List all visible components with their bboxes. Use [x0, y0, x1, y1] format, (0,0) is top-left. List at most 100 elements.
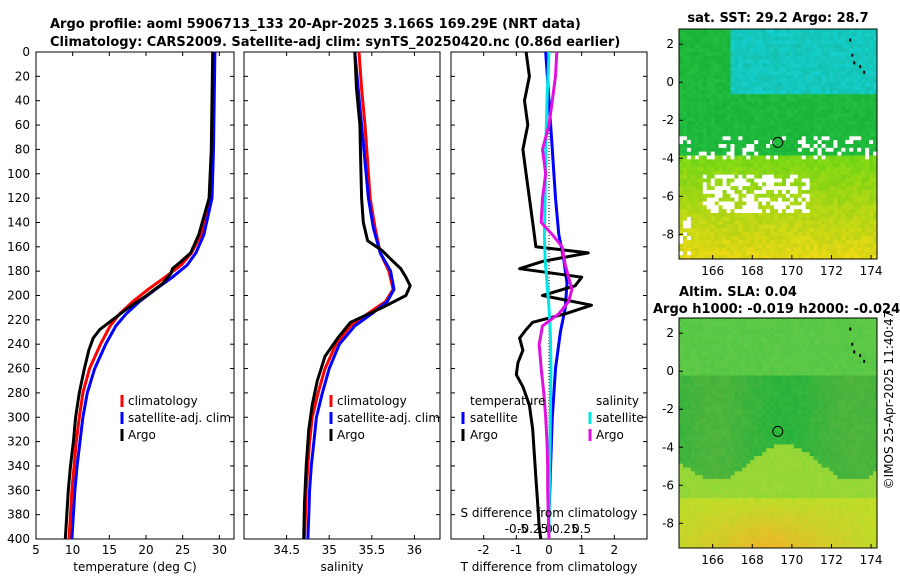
map-cell	[798, 379, 802, 383]
sla-map-subtitle: Argo h1000: -0.019 h2000: -0.024	[653, 302, 900, 317]
map-cell	[679, 437, 683, 441]
map-cell	[786, 136, 790, 140]
map-cell	[691, 171, 695, 175]
map-cell	[719, 429, 723, 433]
map-cell	[822, 171, 826, 175]
map-cell	[837, 391, 841, 395]
map-cell	[699, 44, 703, 48]
map-cell	[818, 194, 822, 198]
map-cell	[695, 44, 699, 48]
map-cell	[762, 228, 766, 232]
map-cell	[841, 441, 845, 445]
map-cell	[810, 140, 814, 144]
map-cell	[826, 159, 830, 163]
map-cell	[734, 117, 738, 121]
map-cell	[699, 232, 703, 236]
map-cell	[762, 345, 766, 349]
map-cell	[833, 186, 837, 190]
map-cell	[833, 87, 837, 91]
map-cell	[798, 395, 802, 399]
map-cell	[715, 333, 719, 337]
map-cell	[758, 322, 762, 326]
map-cell	[742, 133, 746, 137]
map-cell	[679, 364, 683, 368]
map-cell	[778, 117, 782, 121]
map-cell	[770, 140, 774, 144]
map-cell	[810, 79, 814, 83]
map-cell	[703, 60, 707, 64]
map-cell	[742, 387, 746, 391]
map-cell	[711, 83, 715, 87]
map-cell	[826, 121, 830, 125]
map-cell	[778, 190, 782, 194]
map-cell	[841, 175, 845, 179]
map-cell	[687, 106, 691, 110]
map-cell	[750, 402, 754, 406]
map-cell	[695, 217, 699, 221]
map-cell	[802, 433, 806, 437]
map-cell	[853, 437, 857, 441]
map-cell	[829, 136, 833, 140]
map-cell	[837, 163, 841, 167]
map-cell	[691, 159, 695, 163]
map-cell	[786, 33, 790, 37]
map-cell	[695, 64, 699, 68]
map-cell	[754, 110, 758, 114]
map-cell	[857, 83, 861, 87]
map-cell	[691, 121, 695, 125]
map-cell	[711, 179, 715, 183]
map-cell	[750, 152, 754, 156]
map-cell	[691, 129, 695, 133]
map-cell	[810, 117, 814, 121]
map-cell	[814, 87, 818, 91]
map-cell	[774, 29, 778, 33]
map-cell	[829, 117, 833, 121]
map-cell	[691, 209, 695, 213]
map-cell	[845, 345, 849, 349]
map-cell	[829, 379, 833, 383]
map-cell	[770, 349, 774, 353]
map-cell	[853, 376, 857, 380]
map-cell	[699, 213, 703, 217]
map-cell	[841, 179, 845, 183]
map-cell	[818, 368, 822, 372]
map-cell	[778, 167, 782, 171]
map-cell	[869, 198, 873, 202]
map-cell	[738, 171, 742, 175]
map-cell	[814, 121, 818, 125]
map-cell	[802, 110, 806, 114]
map-cell	[695, 251, 699, 255]
map-cell	[723, 318, 727, 322]
map-cell	[806, 44, 810, 48]
map-cell	[810, 186, 814, 190]
map-cell	[849, 163, 853, 167]
map-cell	[822, 213, 826, 217]
map-cell	[845, 67, 849, 71]
map-cell	[707, 337, 711, 341]
map-cell	[869, 186, 873, 190]
map-cell	[774, 148, 778, 152]
map-cell	[794, 379, 798, 383]
map-cell	[734, 129, 738, 133]
map-cell	[814, 179, 818, 183]
map-cell	[829, 422, 833, 426]
map-cell	[695, 209, 699, 213]
map-cell	[818, 125, 822, 129]
map-cell	[715, 144, 719, 148]
map-cell	[826, 83, 830, 87]
map-cell	[750, 387, 754, 391]
map-cell	[849, 133, 853, 137]
map-cell	[687, 379, 691, 383]
map-cell	[730, 414, 734, 418]
map-cell	[853, 48, 857, 52]
map-cell	[750, 221, 754, 225]
map-cell	[683, 64, 687, 68]
map-cell	[865, 445, 869, 449]
map-cell	[814, 353, 818, 357]
map-cell	[818, 353, 822, 357]
map-cell	[786, 129, 790, 133]
map-cell	[822, 376, 826, 380]
map-cell	[707, 410, 711, 414]
map-cell	[754, 372, 758, 376]
map-cell	[786, 232, 790, 236]
